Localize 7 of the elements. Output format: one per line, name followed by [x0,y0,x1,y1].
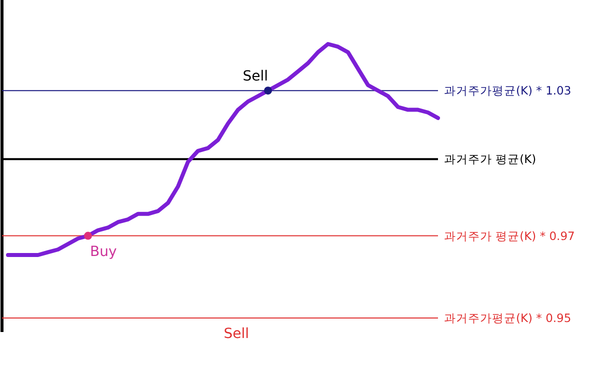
annotation: Buy [90,244,117,260]
ref-line-label: 과거주가 평균(K) [444,152,536,166]
ref-line-label: 과거주가평균(K) * 0.95 [444,311,572,325]
ref-line-label: 과거주가평균(K) * 1.03 [444,84,572,98]
ref-line-label: 과거주가 평균(K) * 0.97 [444,228,575,243]
annotation: Sell [224,326,250,342]
annotation: Sell [242,68,268,85]
